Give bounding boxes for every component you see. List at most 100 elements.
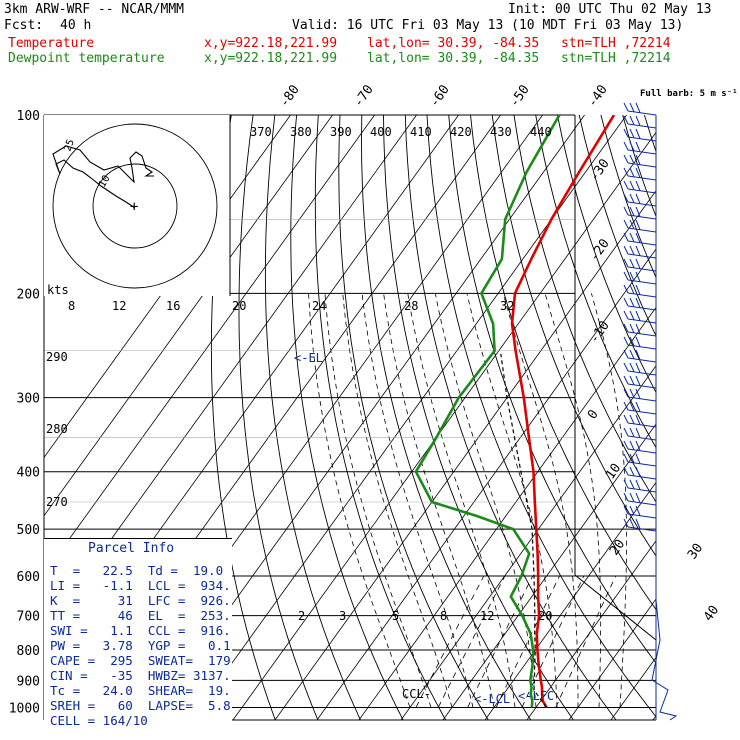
barb-flag bbox=[629, 219, 635, 230]
isotherm-label-right: 10 bbox=[603, 461, 624, 482]
isotherm-label-right: 0 bbox=[585, 407, 602, 422]
wind-barb bbox=[623, 349, 657, 363]
barb-flag bbox=[635, 453, 641, 464]
barb-flag bbox=[635, 440, 641, 451]
valid-time: Valid: 16 UTC Fri 03 May 13 (10 MDT Fri … bbox=[292, 18, 684, 33]
barb-shaft bbox=[627, 292, 657, 298]
hodograph-speed-label: 28 bbox=[404, 299, 418, 313]
parcel-row: T = 22.5 Td = 19.0 bbox=[50, 563, 224, 578]
barb-shaft bbox=[627, 526, 657, 532]
barb-flag bbox=[623, 440, 629, 450]
barb-flag bbox=[623, 206, 629, 216]
dry-adiabat bbox=[264, 115, 361, 720]
barb-flag bbox=[623, 453, 629, 463]
dry-adiabat bbox=[710, 115, 740, 720]
parcel-row: SWI = 1.1 CCL = 916. bbox=[50, 623, 231, 638]
isotherm-line bbox=[610, 656, 656, 720]
hodograph-speed-label: 32 bbox=[500, 299, 514, 313]
moist-adiabat bbox=[407, 293, 516, 708]
moist-adiabat bbox=[591, 293, 627, 708]
hodograph-speed-label: 24 bbox=[312, 299, 326, 313]
barb-flag bbox=[635, 102, 641, 113]
dewpoint-xy: x,y=922.18,221.99 bbox=[204, 51, 338, 66]
wind-barb bbox=[623, 427, 657, 441]
barb-flag bbox=[623, 466, 629, 476]
ccl-marker: CCL- bbox=[402, 687, 431, 701]
hodograph-speed-label: 16 bbox=[166, 299, 180, 313]
wind-barb bbox=[623, 388, 657, 402]
hodograph-speed-label: 12 bbox=[112, 299, 126, 313]
barb-flag bbox=[629, 141, 635, 152]
barb-shaft bbox=[627, 279, 657, 285]
barb-flag bbox=[623, 180, 629, 190]
barb-flag bbox=[629, 206, 635, 217]
barb-flag bbox=[623, 518, 629, 528]
mixing-ratio-line bbox=[521, 575, 585, 708]
barb-flag bbox=[623, 336, 629, 346]
barb-flag bbox=[623, 388, 629, 398]
barb-flag bbox=[623, 492, 629, 502]
pressure-label: 800 bbox=[17, 644, 40, 659]
mixing-ratio-label: 5 bbox=[392, 609, 399, 623]
barb-shaft bbox=[627, 123, 657, 129]
isotherm-line bbox=[358, 306, 656, 720]
barb-flag bbox=[629, 349, 635, 360]
barb-flag bbox=[629, 323, 635, 334]
isotherm-line bbox=[400, 365, 656, 720]
barb-flag bbox=[635, 219, 641, 230]
barb-flag bbox=[629, 440, 635, 451]
barb-flag bbox=[635, 349, 641, 360]
wind-barb bbox=[623, 323, 657, 337]
wind-barb bbox=[623, 193, 657, 207]
isotherm-label-right: 30 bbox=[685, 541, 706, 562]
mixing-ratio-line bbox=[555, 575, 617, 708]
barb-shaft bbox=[627, 318, 657, 324]
mixing-ratio-label: 20 bbox=[538, 609, 552, 623]
temperature-station: stn=TLH ,72214 bbox=[561, 36, 671, 51]
barb-shaft bbox=[627, 240, 657, 246]
moist-adiabat bbox=[342, 293, 453, 708]
theta-label: 390 bbox=[330, 125, 352, 139]
wind-barb bbox=[623, 219, 657, 233]
barb-flag bbox=[623, 479, 629, 489]
dry-adiabat bbox=[731, 115, 740, 720]
barb-shaft bbox=[627, 136, 657, 142]
wind-barb bbox=[623, 505, 657, 519]
dewpoint-latlon: lat,lon= 30.39, -84.35 bbox=[367, 51, 540, 66]
barb-shaft bbox=[627, 448, 657, 454]
barb-flag bbox=[623, 297, 629, 307]
moist-adiabat bbox=[466, 293, 558, 708]
theta-label: 380 bbox=[290, 125, 312, 139]
isotherm-label-top: -50 bbox=[507, 82, 533, 110]
barb-flag bbox=[629, 245, 635, 256]
model-title: 3km ARW-WRF -- NCAR/MMM bbox=[4, 2, 185, 17]
barb-flag bbox=[623, 362, 629, 372]
barb-flag bbox=[635, 375, 641, 386]
moist-adiabat bbox=[361, 293, 474, 708]
barb-shaft bbox=[627, 266, 657, 272]
barb-flag bbox=[623, 323, 629, 333]
low-level-barbs bbox=[651, 599, 678, 721]
barb-shaft bbox=[627, 513, 657, 519]
wind-barb bbox=[623, 466, 657, 480]
isotherm-label-right: -10 bbox=[587, 318, 613, 346]
barb-flag bbox=[635, 180, 641, 191]
wind-barb bbox=[623, 141, 657, 155]
dry-adiabat bbox=[491, 115, 656, 557]
barb-flag bbox=[635, 466, 641, 477]
barb-flag bbox=[629, 154, 635, 165]
parcel-row: Tc = 24.0 SHEAR= 19. bbox=[50, 683, 231, 698]
parcel-row: LI = -1.1 LCL = 934. bbox=[50, 578, 231, 593]
pressure-label: 400 bbox=[17, 466, 40, 481]
barb-flag bbox=[629, 401, 635, 412]
barb-flag bbox=[635, 310, 641, 321]
parcel-row: CAPE = 295 SWEAT= 179 bbox=[50, 653, 231, 668]
barb-flag bbox=[629, 427, 635, 438]
theta-label: 400 bbox=[370, 125, 392, 139]
barb-flag bbox=[629, 466, 635, 477]
wind-barb bbox=[623, 102, 657, 116]
series-dewpoint-temperature bbox=[414, 115, 561, 708]
barb-flag bbox=[629, 310, 635, 321]
dry-adiabat bbox=[470, 115, 656, 611]
barb-shaft bbox=[627, 357, 657, 363]
